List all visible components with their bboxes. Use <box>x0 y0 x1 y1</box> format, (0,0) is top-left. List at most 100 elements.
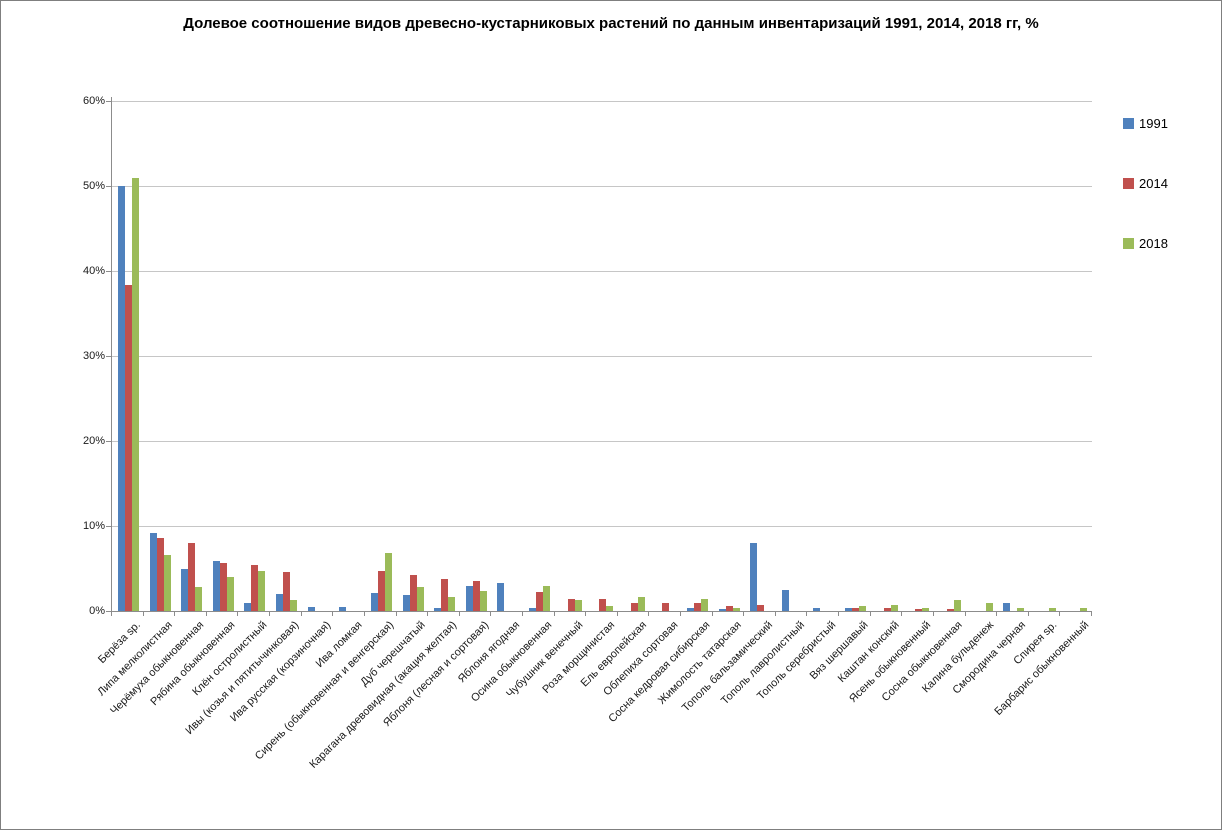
bar-2018-5 <box>258 571 266 611</box>
bar-2018-6 <box>290 599 298 611</box>
x-axis-tick <box>490 611 492 616</box>
x-axis-category-label-text: Карагана древовидная (акация желтая) <box>307 619 460 771</box>
bar-2018-4 <box>226 577 234 611</box>
y-axis-tick-label: 60% <box>82 95 105 107</box>
bar-2018-25 <box>890 605 898 611</box>
x-axis-tick <box>838 611 840 616</box>
x-axis-tick <box>363 611 365 616</box>
bar-2018-20 <box>732 607 740 611</box>
bar-2014-27 <box>946 609 954 611</box>
legend-label: 1991 <box>1139 116 1168 131</box>
y-axis-tick-label: 20% <box>82 435 105 447</box>
x-axis-tick <box>806 611 808 616</box>
y-axis-tick-label: 30% <box>82 350 105 362</box>
bar-1991-22 <box>781 589 789 611</box>
legend-swatch-icon <box>1123 178 1134 189</box>
bar-2014-21 <box>757 605 765 611</box>
bar-1991-6 <box>276 594 284 611</box>
x-axis-tick <box>174 611 176 616</box>
bar-1991-5 <box>244 602 252 611</box>
bar-2014-1 <box>125 285 132 611</box>
bar-1991-14 <box>528 607 536 611</box>
x-axis-line <box>111 611 1092 612</box>
bar-1991-13 <box>497 582 505 611</box>
x-axis-tick <box>996 611 998 616</box>
x-axis-tick <box>774 611 776 616</box>
x-axis-tick <box>427 611 429 616</box>
legend-swatch-icon <box>1123 238 1134 249</box>
bar-2018-14 <box>542 586 550 611</box>
bar-1991-11 <box>434 607 442 611</box>
bar-1991-1 <box>118 186 125 611</box>
x-axis-tick <box>142 611 144 616</box>
y-axis-tick-label: 50% <box>82 180 105 192</box>
x-axis-tick <box>964 611 966 616</box>
bar-2014-10 <box>409 575 417 611</box>
y-axis-tick <box>106 441 111 442</box>
bar-2014-16 <box>599 599 607 611</box>
bar-1991-23 <box>813 608 821 611</box>
bar-1991-19 <box>687 608 695 611</box>
bar-2014-5 <box>251 565 259 611</box>
y-axis-tick <box>106 101 111 102</box>
y-axis-tick <box>106 526 111 527</box>
y-axis-tick <box>106 186 111 187</box>
bar-2018-29 <box>1017 608 1025 611</box>
legend-label: 2018 <box>1139 236 1168 251</box>
x-axis-tick <box>395 611 397 616</box>
x-axis-tick <box>1091 611 1092 616</box>
bar-1991-9 <box>370 593 378 611</box>
bar-2014-14 <box>535 592 543 611</box>
legend-item-2014: 2014 <box>1123 177 1168 190</box>
bar-1991-29 <box>1003 602 1011 611</box>
bar-2018-3 <box>195 587 203 611</box>
bar-2018-17 <box>637 597 645 611</box>
bar-1991-12 <box>465 585 473 611</box>
bar-2018-2 <box>163 554 171 611</box>
y-axis-line <box>111 97 112 612</box>
bar-2018-19 <box>701 599 709 611</box>
gridline-20pct <box>112 441 1092 442</box>
bar-2014-3 <box>188 543 196 611</box>
y-axis-tick-label: 0% <box>89 605 105 617</box>
bar-1991-8 <box>339 606 347 611</box>
bar-2014-24 <box>852 608 860 611</box>
bar-2018-27 <box>953 599 961 611</box>
bar-2014-6 <box>283 571 291 611</box>
bar-2018-12 <box>479 590 487 611</box>
x-axis-tick <box>205 611 207 616</box>
bar-1991-24 <box>845 608 853 611</box>
legend-swatch-icon <box>1123 118 1134 129</box>
bar-1991-4 <box>212 560 220 611</box>
bar-1991-21 <box>750 543 758 611</box>
bar-1991-10 <box>402 594 410 611</box>
y-axis-tick <box>106 271 111 272</box>
bar-2018-24 <box>859 605 867 611</box>
gridline-50pct <box>112 186 1092 187</box>
x-axis-tick <box>269 611 271 616</box>
x-axis-tick <box>585 611 587 616</box>
x-axis-tick <box>111 611 112 616</box>
x-axis-tick <box>458 611 460 616</box>
gridline-60pct <box>112 101 1092 102</box>
legend-item-1991: 1991 <box>1123 117 1168 130</box>
y-axis-tick-label: 10% <box>82 520 105 532</box>
x-axis-tick <box>521 611 523 616</box>
bar-1991-2 <box>149 532 157 611</box>
bar-2018-16 <box>606 605 614 611</box>
x-axis-tick <box>901 611 903 616</box>
x-axis-tick <box>932 611 934 616</box>
gridline-40pct <box>112 271 1092 272</box>
legend: 1991 2014 2018 <box>1123 117 1168 250</box>
bar-2018-9 <box>384 553 392 611</box>
x-axis-tick <box>869 611 871 616</box>
gridline-30pct <box>112 356 1092 357</box>
legend-item-2018: 2018 <box>1123 237 1168 250</box>
bar-2014-26 <box>915 609 923 611</box>
x-axis-tick <box>680 611 682 616</box>
x-axis-tick <box>1027 611 1029 616</box>
bar-2014-2 <box>156 537 164 611</box>
bar-2014-17 <box>630 603 638 611</box>
bar-2018-10 <box>416 587 424 611</box>
x-axis-tick <box>332 611 334 616</box>
